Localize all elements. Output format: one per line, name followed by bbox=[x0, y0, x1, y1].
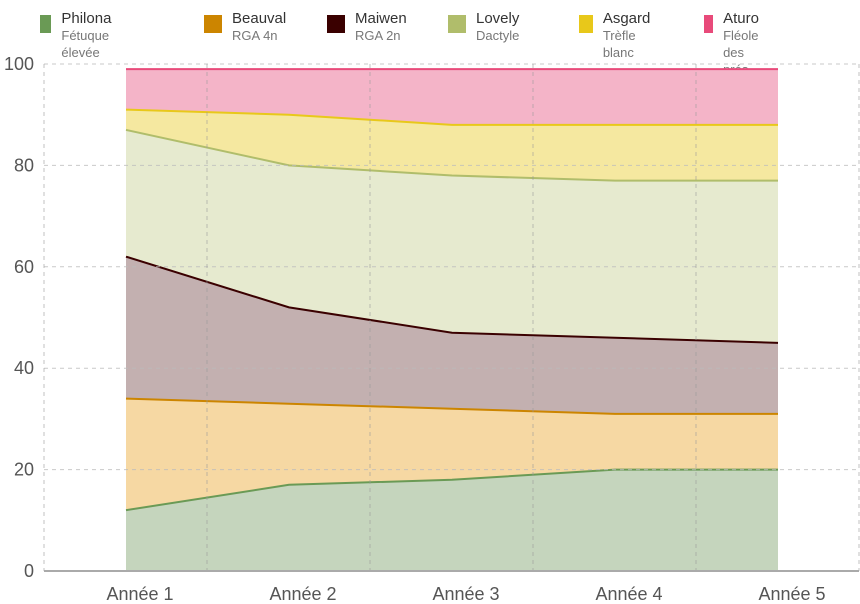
legend-swatch bbox=[704, 15, 714, 33]
x-tick-label: Année 1 bbox=[106, 584, 173, 604]
y-tick-label: 80 bbox=[14, 155, 34, 175]
y-tick-label: 100 bbox=[4, 54, 34, 74]
legend-name: Beauval bbox=[232, 10, 287, 27]
legend-name: Asgard bbox=[602, 10, 651, 27]
line-beauval bbox=[125, 397, 778, 415]
line-maiwen bbox=[125, 255, 779, 344]
legend-swatch bbox=[204, 15, 222, 33]
legend-swatch bbox=[40, 15, 52, 33]
x-tick-label: Année 3 bbox=[432, 584, 499, 604]
legend-subtitle: Dactyle bbox=[476, 28, 520, 43]
area-beauval bbox=[126, 398, 778, 511]
y-tick-label: 0 bbox=[24, 561, 34, 581]
legend-item-maiwen[interactable]: Maiwen RGA 2n bbox=[327, 10, 407, 44]
x-tick-label: Année 5 bbox=[758, 584, 825, 604]
y-tick-label: 60 bbox=[14, 257, 34, 277]
legend-name: Lovely bbox=[476, 10, 520, 27]
legend-name: Philona bbox=[61, 10, 112, 27]
legend-item-asgard[interactable]: Asgard Trèfle blanc bbox=[579, 10, 655, 61]
legend-item-lovely[interactable]: Lovely Dactyle bbox=[448, 10, 519, 44]
legend-item-philona[interactable]: Philona Fétuque élevée bbox=[40, 10, 118, 61]
legend-name: Aturo bbox=[723, 10, 759, 27]
legend-subtitle: Fétuque élevée bbox=[61, 28, 110, 60]
legend-swatch bbox=[579, 15, 593, 33]
legend-swatch bbox=[448, 15, 466, 33]
x-tick-label: Année 4 bbox=[595, 584, 662, 604]
legend-subtitle: Trèfle blanc bbox=[602, 28, 636, 60]
legend-name: Maiwen bbox=[355, 10, 407, 27]
line-lovely bbox=[125, 128, 778, 182]
x-tick-label: Année 2 bbox=[269, 584, 336, 604]
area-asgard bbox=[126, 109, 778, 181]
area-philona bbox=[126, 469, 778, 571]
area-aturo bbox=[126, 69, 778, 125]
area-maiwen bbox=[126, 256, 778, 414]
line-asgard bbox=[125, 108, 778, 126]
legend-subtitle: RGA 2n bbox=[355, 28, 401, 43]
y-tick-label: 40 bbox=[14, 358, 34, 378]
legend-subtitle: RGA 4n bbox=[232, 28, 278, 43]
legend-item-beauval[interactable]: Beauval RGA 4n bbox=[204, 10, 286, 44]
area-lovely bbox=[126, 129, 778, 343]
legend-swatch bbox=[327, 15, 345, 33]
y-tick-label: 20 bbox=[14, 460, 34, 480]
